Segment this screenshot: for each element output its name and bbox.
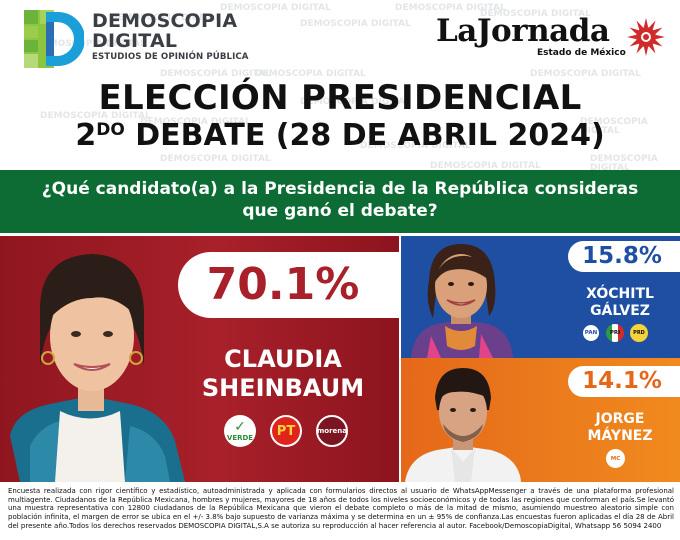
candidate-name-line1: XÓCHITL: [586, 286, 654, 302]
brand-name: DEMOSCOPIA DIGITAL: [92, 11, 237, 51]
party-label-verde: VERDE: [226, 434, 254, 442]
title-debate-date: DEBATE (28 DE ABRIL 2024): [124, 118, 605, 153]
sun-ray: [653, 27, 663, 35]
sun-logo-icon: [627, 18, 665, 56]
watermark-text: DEMOSCOPIA DIGITAL: [140, 117, 251, 127]
percent-sheinbaum: 70.1%: [206, 259, 360, 310]
percent-pill-galvez: [568, 241, 680, 272]
sun-ray: [648, 44, 656, 54]
watermark-text: DEMOSCOPIA DIGITAL: [160, 69, 271, 79]
sun-ray: [629, 27, 639, 35]
partner-name-b: Jornada: [476, 13, 610, 49]
watermark-text: DEMOSCOPIA DIGITAL: [395, 3, 506, 13]
question-line1: ¿Qué candidato(a) a la Presidencia de la…: [41, 179, 639, 199]
candidate-name-line1: JORGE: [595, 411, 645, 427]
candidate-name-line2: MÁYNEZ: [587, 428, 653, 444]
partner-name-a: La: [436, 13, 477, 49]
partner-logo-text: LaJornada: [436, 13, 610, 49]
candidate-photo-maynez: [405, 368, 521, 482]
party-prd-icon: PRD: [630, 324, 648, 342]
demoscopia-logo-icon: [24, 10, 84, 68]
brand-name-line1: DEMOSCOPIA: [92, 10, 238, 32]
party-verde-icon: ✓ VERDE: [224, 415, 256, 447]
sun-ray: [627, 34, 637, 40]
watermark-text: DEMOSCOPIA DIGITAL: [300, 97, 411, 107]
party-morena-icon: morena: [316, 415, 348, 447]
candidate-name-line2: GÁLVEZ: [590, 303, 650, 319]
party-pri-icon: PRI: [606, 324, 624, 342]
sun-ray: [655, 34, 665, 40]
watermark-text: DEMOSCOPIA DIGITAL: [430, 161, 541, 171]
candidate-name-maynez: JORGE MÁYNEZ: [560, 411, 680, 445]
watermark-text: DEMOSCOPIA DIGITAL: [360, 141, 471, 151]
sun-ray: [648, 20, 656, 30]
brand-name-line2: DIGITAL: [92, 30, 178, 52]
sun-ray: [643, 46, 649, 56]
watermark-text: DEMOSCOPIA DIGITAL: [300, 19, 411, 29]
watermark-text: DEMOSCOPIA DIGITAL: [590, 154, 658, 173]
watermark-text: DEMOSCOPIA DIGITAL: [40, 111, 151, 121]
watermark-text: DEMOSCOPIA DIGITAL: [530, 69, 641, 79]
sun-ray: [636, 20, 644, 30]
title-debate-number: 2: [75, 118, 97, 153]
party-mc-icon: MC: [606, 449, 625, 468]
watermark-text: DEMOSCOPIA DIGITAL: [580, 117, 648, 136]
percent-maynez: 14.1%: [582, 368, 662, 394]
watermark-text: DEMOSCOPIA DIGITAL: [35, 39, 146, 49]
methodology-footer: Encuesta realizada con rigor científico …: [8, 487, 674, 530]
question-banner: ¿Qué candidato(a) a la Presidencia de la…: [0, 170, 680, 233]
percent-pill-maynez: [568, 366, 680, 397]
percent-pill-sheinbaum: [178, 252, 402, 318]
candidate-name-sheinbaum: CLAUDIA SHEINBAUM: [178, 345, 388, 403]
sun-ray: [643, 18, 649, 28]
percent-galvez: 15.8%: [582, 243, 662, 269]
candidate-photo-galvez: [411, 244, 513, 358]
brand-subtitle: ESTUDIOS DE OPINIÓN PÚBLICA: [92, 52, 249, 62]
watermark-text: DEMOSCOPIA DIGITAL: [255, 69, 366, 79]
party-pt-icon: PT: [270, 415, 302, 447]
watermark-text: DEMOSCOPIA DIGITAL: [480, 9, 591, 19]
candidate-name-line1: CLAUDIA: [224, 345, 342, 373]
watermark-text: DEMOSCOPIA DIGITAL: [220, 3, 331, 13]
sun-ray: [653, 39, 663, 47]
page-title: ELECCIÓN PRESIDENCIAL: [98, 78, 582, 118]
party-label-pt: PT: [272, 417, 300, 445]
partner-subtitle: Estado de México: [537, 48, 626, 58]
page-subtitle: 2DO DEBATE (28 DE ABRIL 2024): [0, 118, 680, 153]
watermark-text: DEMOSCOPIA DIGITAL: [110, 13, 221, 23]
watermark-text: DEMOSCOPIA DIGITAL: [160, 154, 271, 164]
candidate-name-line2: SHEINBAUM: [201, 374, 365, 402]
question-line2: que ganó el debate?: [242, 201, 438, 221]
candidate-photo-sheinbaum: [10, 254, 185, 482]
header: DEMOSCOPIA DIGITAL ESTUDIOS DE OPINIÓN P…: [0, 0, 680, 170]
sun-ray: [636, 44, 644, 54]
sun-ray: [629, 39, 639, 47]
party-pan-icon: PAN: [582, 324, 600, 342]
candidate-name-galvez: XÓCHITL GÁLVEZ: [560, 286, 680, 320]
title-ordinal-suffix: DO: [96, 120, 125, 140]
